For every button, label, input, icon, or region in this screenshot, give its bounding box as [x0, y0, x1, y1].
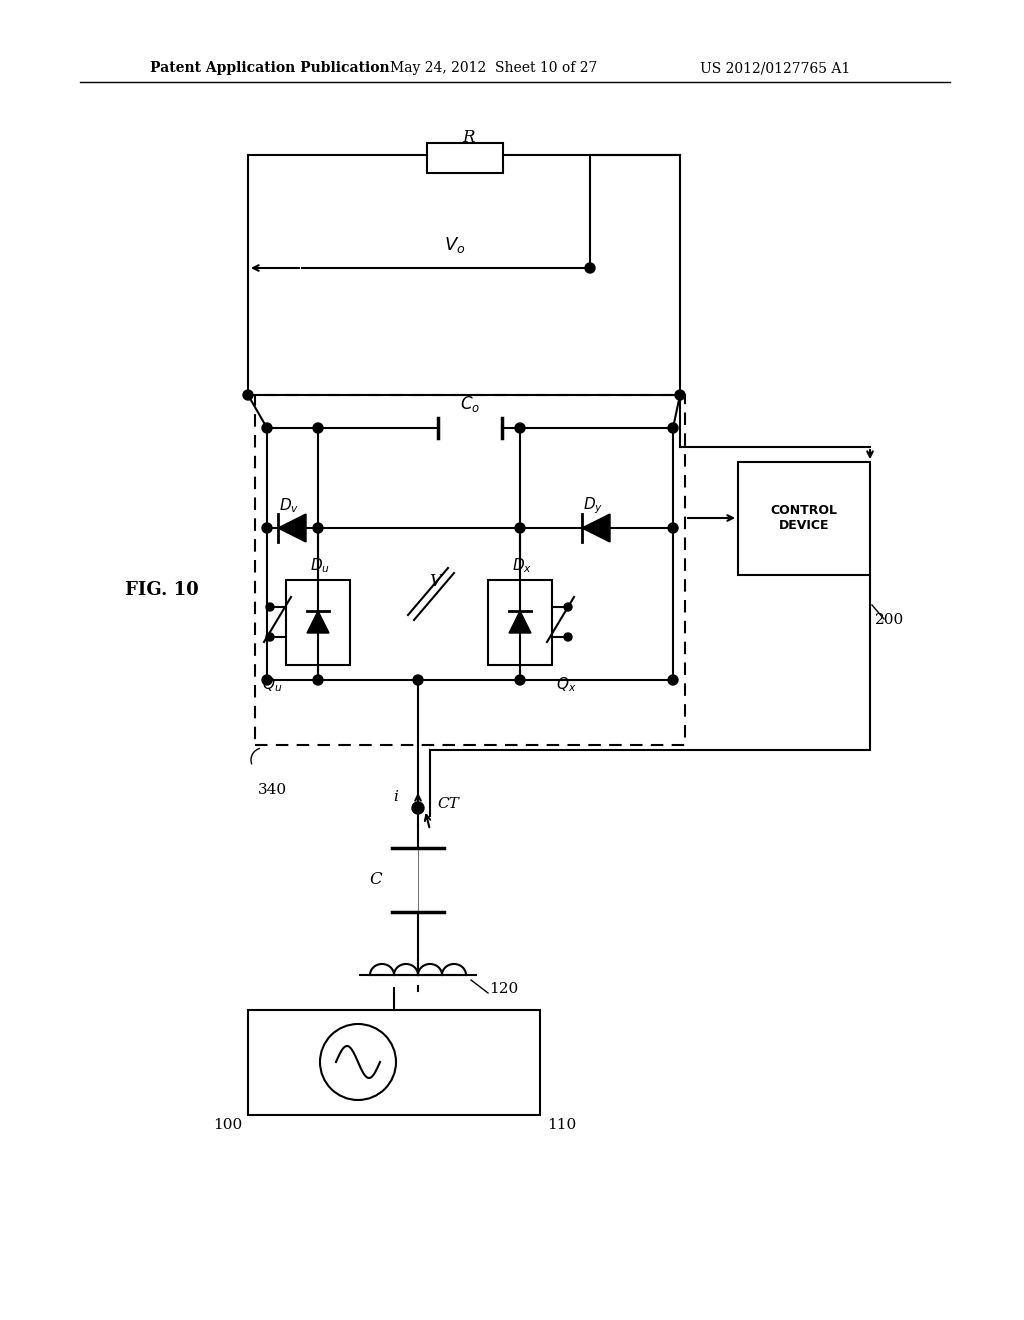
Text: CT: CT: [437, 797, 459, 810]
Circle shape: [313, 675, 323, 685]
Circle shape: [262, 523, 272, 533]
Text: Patent Application Publication: Patent Application Publication: [150, 61, 389, 75]
Text: 120: 120: [489, 982, 518, 997]
Bar: [738, 462, 870, 576]
Text: 200: 200: [874, 612, 904, 627]
Circle shape: [515, 523, 525, 533]
Circle shape: [564, 634, 572, 642]
Text: 100: 100: [213, 1118, 243, 1133]
Circle shape: [564, 603, 572, 611]
Circle shape: [313, 523, 323, 533]
Circle shape: [515, 675, 525, 685]
Text: May 24, 2012  Sheet 10 of 27: May 24, 2012 Sheet 10 of 27: [390, 61, 597, 75]
Text: $C_o$: $C_o$: [460, 393, 480, 414]
Circle shape: [313, 422, 323, 433]
Polygon shape: [307, 611, 329, 634]
Text: V: V: [429, 573, 441, 590]
Polygon shape: [278, 513, 306, 543]
Circle shape: [243, 389, 253, 400]
Text: $D_y$: $D_y$: [583, 496, 603, 516]
Circle shape: [262, 422, 272, 433]
Bar: [488, 579, 552, 665]
Text: US 2012/0127765 A1: US 2012/0127765 A1: [700, 61, 850, 75]
Text: CONTROL
DEVICE: CONTROL DEVICE: [770, 504, 838, 532]
Text: R: R: [462, 128, 474, 145]
Text: $D_v$: $D_v$: [279, 496, 299, 515]
Text: FIG. 10: FIG. 10: [125, 581, 199, 599]
Bar: [286, 579, 350, 665]
Circle shape: [266, 603, 274, 611]
Text: $V_o$: $V_o$: [444, 235, 466, 255]
Text: $D_u$: $D_u$: [310, 557, 330, 576]
Circle shape: [319, 1024, 396, 1100]
Text: $D_x$: $D_x$: [512, 557, 532, 576]
Text: 340: 340: [258, 783, 287, 797]
Text: $Q_x$: $Q_x$: [556, 676, 577, 694]
Polygon shape: [582, 513, 610, 543]
Circle shape: [668, 523, 678, 533]
Circle shape: [262, 675, 272, 685]
Text: $Q_u$: $Q_u$: [262, 676, 283, 694]
Text: i: i: [393, 789, 398, 804]
Text: 110: 110: [548, 1118, 577, 1133]
Circle shape: [668, 422, 678, 433]
Circle shape: [675, 389, 685, 400]
Bar: [427, 143, 503, 173]
Circle shape: [585, 263, 595, 273]
Circle shape: [515, 422, 525, 433]
Circle shape: [413, 675, 423, 685]
Circle shape: [266, 634, 274, 642]
Bar: [248, 1010, 540, 1115]
Text: C: C: [370, 871, 382, 888]
Circle shape: [412, 803, 424, 814]
Circle shape: [668, 675, 678, 685]
Bar: [255, 395, 685, 744]
Polygon shape: [509, 611, 531, 634]
